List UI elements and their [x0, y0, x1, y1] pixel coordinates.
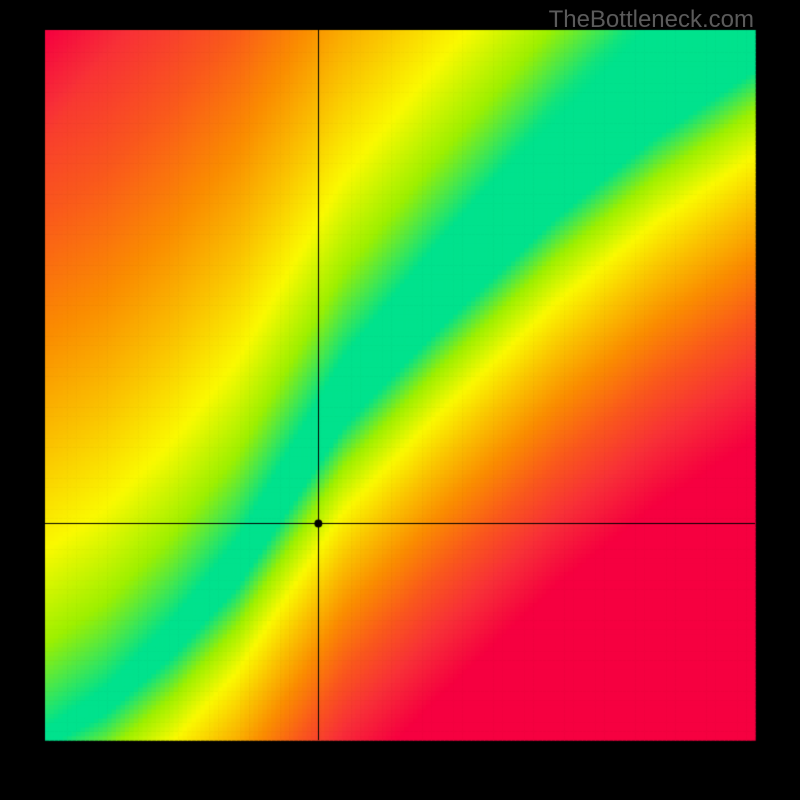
heatmap-canvas	[0, 0, 800, 800]
watermark-text: TheBottleneck.com	[549, 6, 754, 34]
chart-root: TheBottleneck.com	[0, 0, 800, 800]
